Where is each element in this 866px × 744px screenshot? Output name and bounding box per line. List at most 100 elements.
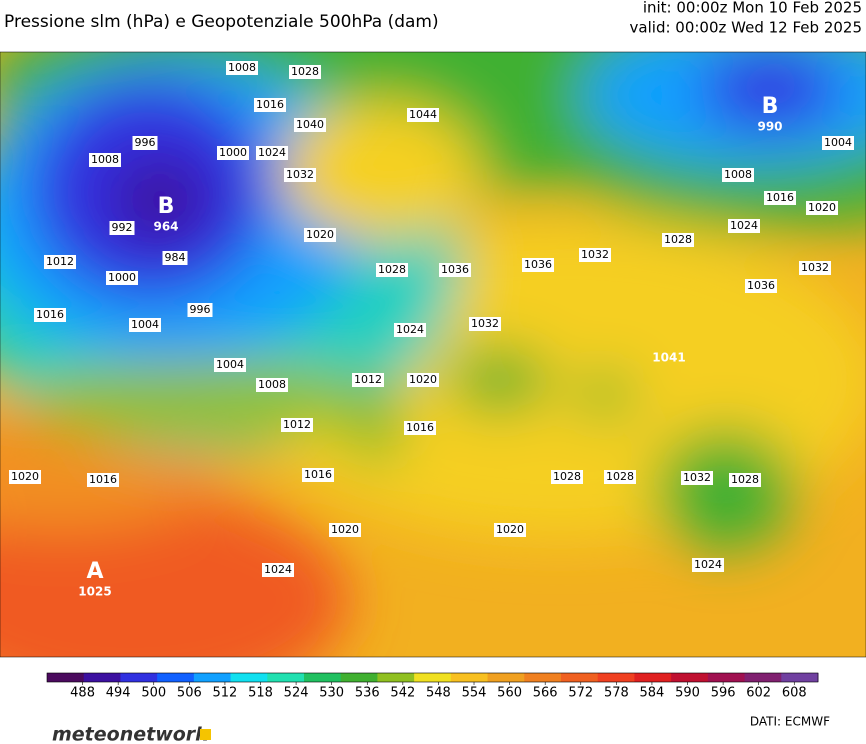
isobar-label: 1036: [524, 258, 552, 271]
isobar-label-box: 1032: [284, 168, 316, 182]
isobar-label-box: 1016: [404, 421, 436, 435]
isobar-label-bg: [806, 201, 838, 215]
isobar-label-box: 1024: [262, 563, 294, 577]
isobar-label: 1000: [108, 271, 136, 284]
colorbar-tick-label: 488: [70, 686, 95, 701]
colorbar-tick-label: 524: [284, 686, 309, 701]
isobar-label-box: 1024: [394, 323, 426, 337]
valid-time: valid: 00:00z Wed 12 Feb 2025: [630, 19, 862, 37]
colorbar-swatch: [83, 673, 121, 682]
center-value: 1025: [78, 585, 111, 599]
colorbar-swatch: [120, 673, 158, 682]
isobar-label-bg: [132, 136, 158, 150]
isobar-label-box: 1028: [551, 470, 583, 484]
colorbar-frame: [46, 672, 819, 683]
isobar-label-bg: [262, 563, 294, 577]
isobar-label-box: 1020: [9, 470, 41, 484]
isobar-label-bg: [352, 373, 384, 387]
isobar-label-box: 1032: [469, 317, 501, 331]
colorbar-swatch: [744, 673, 782, 682]
isobar-label-bg: [106, 271, 138, 285]
logo-square: [200, 729, 211, 740]
isobar-label-bg: [729, 473, 761, 487]
isobar-label: 1004: [824, 136, 852, 149]
isobar-label-bg: [407, 108, 439, 122]
isobar-label-box: 1000: [106, 271, 138, 285]
center-value: 964: [153, 220, 178, 234]
isobar-label: 1024: [730, 219, 758, 232]
isobar-label-box: 1024: [692, 558, 724, 572]
isobar-label: 1004: [131, 318, 159, 331]
isobar-label-box: 1020: [304, 228, 336, 242]
isobar-label: 1032: [581, 248, 609, 261]
isobar-label-bg: [722, 168, 754, 182]
isobar-label: 1036: [747, 279, 775, 292]
colorbar-tick-label: 578: [604, 686, 629, 701]
center-value: 990: [757, 120, 782, 134]
isobar-label: 1008: [258, 378, 286, 391]
center-symbol: B: [158, 194, 175, 219]
init-time: init: 00:00z Mon 10 Feb 2025: [643, 0, 862, 17]
isobar-label: 1028: [291, 65, 319, 78]
isobar-label: 1004: [216, 358, 244, 371]
isobar-label-bg: [294, 118, 326, 132]
colorbar-tick-label: 560: [497, 686, 522, 701]
isobar-label: 1024: [258, 146, 286, 159]
isobar-label: 1028: [553, 470, 581, 483]
isobar-label: 1016: [406, 421, 434, 434]
isobar-label: 1032: [683, 471, 711, 484]
colorbar-swatch: [487, 673, 525, 682]
isobar-label-bg: [129, 318, 161, 332]
isobar-label: 1008: [724, 168, 752, 181]
isobar-label-box: 1036: [439, 263, 471, 277]
isobar-label-box: 1008: [89, 153, 121, 167]
colorbar-tick-label: 608: [782, 686, 807, 701]
isobar-label: 1016: [89, 473, 117, 486]
isobar-label: 1024: [396, 323, 424, 336]
isobar-label-bg: [89, 153, 121, 167]
colorbar-swatch: [707, 673, 746, 682]
isobar-label-box: 1016: [254, 98, 286, 112]
isobar-label-bg: [822, 136, 854, 150]
isobar-label-box: 1016: [34, 308, 66, 322]
isobar-label: 1000: [219, 146, 247, 159]
isobar-label-box: 1016: [87, 473, 119, 487]
isobar-label-bg: [302, 468, 334, 482]
isobar-label-bg: [799, 261, 831, 275]
isobar-label-box: 1024: [256, 146, 288, 160]
colorbar-tick-label: 512: [213, 686, 238, 701]
colorbar-tick-label: 572: [568, 686, 593, 701]
isobar-label: 1024: [264, 563, 292, 576]
isobar-label-bg: [162, 251, 188, 265]
isobar-label-box: 1032: [681, 471, 713, 485]
center-symbol: A: [86, 559, 103, 584]
colorbar-tick-label: 602: [746, 686, 771, 701]
isobar-label-box: 1008: [722, 168, 754, 182]
isobar-label: 1016: [256, 98, 284, 111]
isobar-label-bg: [284, 168, 316, 182]
colorbar-tick-label: 494: [106, 686, 131, 701]
colorbar-swatch: [597, 673, 635, 682]
colorbar-tick-label: 584: [640, 686, 665, 701]
isobar-label: 1008: [91, 153, 119, 166]
credits: DATI: ECMWF: [750, 715, 830, 729]
isobar-label-bg: [217, 146, 249, 160]
isobar-label: 1032: [801, 261, 829, 274]
isobar-label-box: 1044: [407, 108, 439, 122]
colorbar-swatch: [230, 673, 268, 682]
isobar-label-box: 984: [162, 251, 188, 265]
isobar-label-bg: [376, 263, 408, 277]
isobar-label-bg: [522, 258, 554, 272]
isobar-label-bg: [745, 279, 777, 293]
isobar-label: 984: [165, 251, 186, 264]
isobar-label-bg: [329, 523, 361, 537]
colorbar-swatch: [377, 673, 415, 682]
colorbar-swatch: [671, 673, 709, 682]
isobar-label-box: 1028: [376, 263, 408, 277]
isobar-label-box: 1008: [256, 378, 288, 392]
isobar-label-box: 996: [187, 303, 213, 317]
isobar-label-bg: [604, 470, 636, 484]
isobar-label-bg: [551, 470, 583, 484]
isobar-label: 996: [190, 303, 211, 316]
